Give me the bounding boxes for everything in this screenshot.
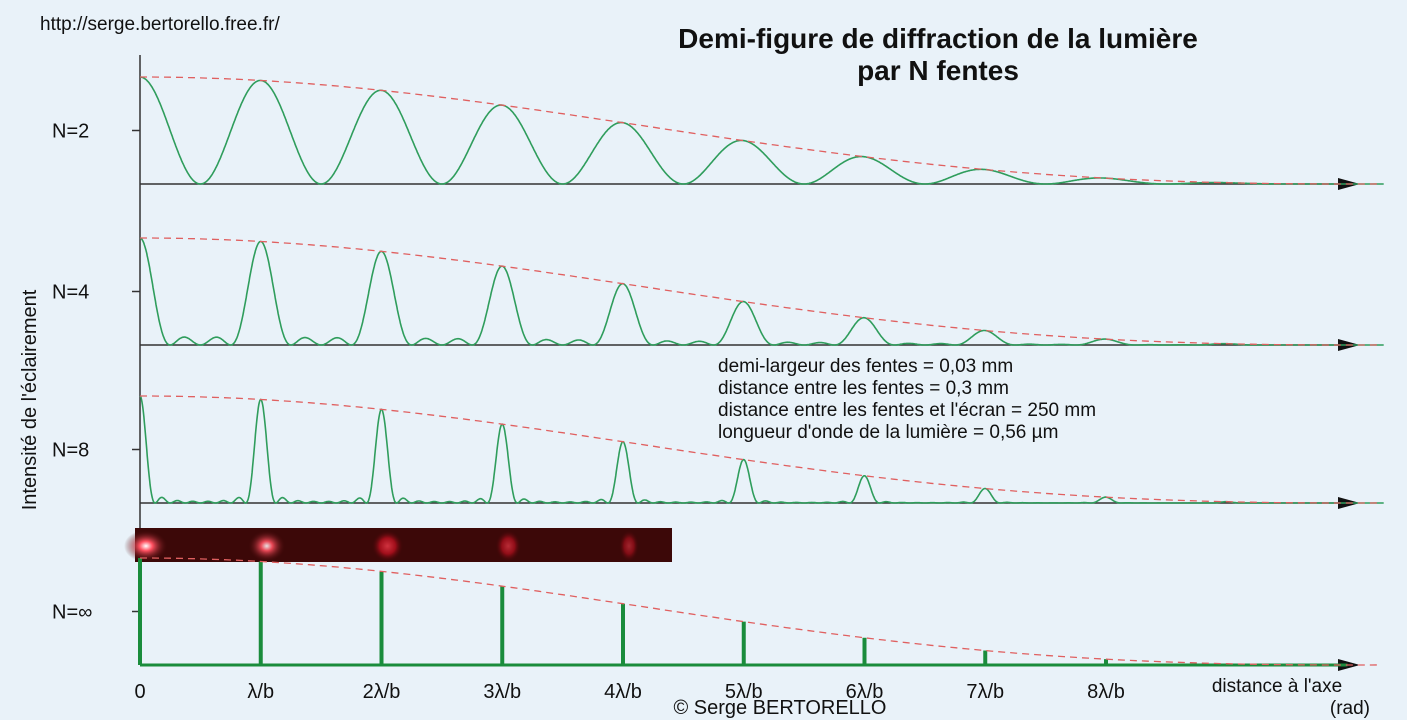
row-label: N=∞ (52, 602, 92, 624)
footer: © Serge BERTORELLO (674, 697, 887, 719)
url: http://serge.bertorello.free.fr/ (40, 14, 280, 35)
parameters: demi-largeur des fentes = 0,03 mmdistanc… (718, 356, 1096, 443)
x-tick-label: 7λ/b (966, 681, 1004, 703)
intensity-curve (139, 237, 1384, 346)
envelope (140, 557, 1378, 666)
photo-strip (135, 528, 672, 562)
x-tick-label: 5λ/b (725, 681, 763, 703)
x-tick-label: 6λ/b (846, 681, 884, 703)
x-axis-label: distance à l'axe (1212, 676, 1342, 697)
light-spot (495, 530, 522, 562)
row-label: N=2 (52, 121, 89, 143)
x-tick-label: 0 (134, 681, 145, 703)
intensity-curve (140, 76, 1384, 185)
light-spot (619, 530, 639, 562)
light-spot (371, 530, 404, 562)
title: Demi-figure de diffraction de la lumière (678, 23, 1198, 54)
title: par N fentes (857, 55, 1019, 86)
parameter: longueur d'onde de la lumière = 0,56 µm (718, 422, 1058, 443)
x-tick-label: 3λ/b (483, 681, 521, 703)
parameter: distance entre les fentes et l'écran = 2… (718, 400, 1096, 421)
light-spot (124, 530, 168, 562)
envelope (140, 76, 1378, 185)
parameter: demi-largeur des fentes = 0,03 mm (718, 356, 1013, 377)
y-axis-label: Intensité de l'éclairement (19, 289, 41, 510)
light-spot (247, 530, 286, 562)
x-tick-label: 4λ/b (604, 681, 642, 703)
envelope (140, 395, 1378, 504)
parameter: distance entre les fentes = 0,3 mm (718, 378, 1009, 399)
row-label: N=8 (52, 440, 89, 462)
x-tick-label: 2λ/b (363, 681, 401, 703)
row-label: N=4 (52, 282, 89, 304)
envelope (140, 237, 1378, 346)
x-axis-unit: (rad) (1330, 698, 1370, 719)
intensity-curve (139, 395, 1384, 504)
x-tick-label: 8λ/b (1087, 681, 1125, 703)
x-tick-label: λ/b (247, 681, 274, 703)
